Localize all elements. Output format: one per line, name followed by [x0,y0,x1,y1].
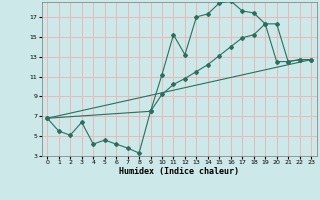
X-axis label: Humidex (Indice chaleur): Humidex (Indice chaleur) [119,167,239,176]
